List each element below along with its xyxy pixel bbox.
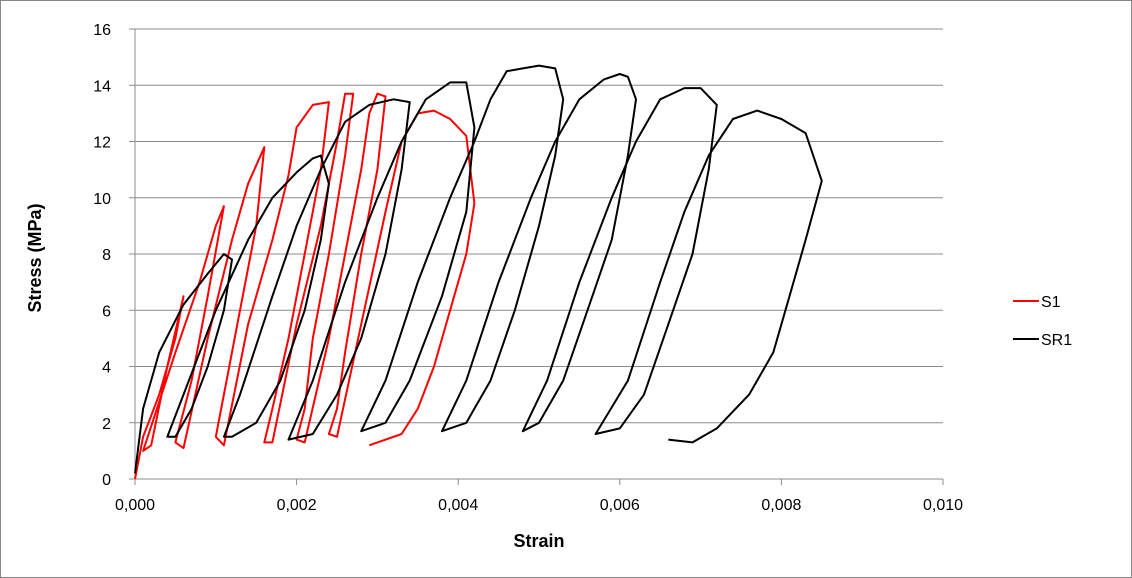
legend: S1 SR1 — [1013, 294, 1072, 349]
y-tick-label: 6 — [102, 303, 111, 320]
y-axis-title: Stress (MPa) — [25, 203, 45, 312]
y-tick-label: 16 — [93, 22, 111, 39]
x-axis-title: Strain — [513, 531, 564, 551]
gridlines — [135, 28, 943, 424]
y-tick-label: 2 — [102, 416, 111, 433]
axes — [129, 28, 944, 485]
series-layer — [134, 64, 823, 480]
x-tick-label: 0,004 — [438, 497, 478, 514]
y-tick-label: 12 — [93, 135, 111, 152]
x-tick-label: 0,008 — [761, 497, 801, 514]
y-tick-label: 10 — [93, 191, 111, 208]
y-tick-label: 0 — [102, 472, 111, 489]
y-tick-label: 8 — [102, 247, 111, 264]
y-tick-label: 4 — [102, 360, 111, 377]
y-tick-labels: 0 2 4 6 8 10 12 14 16 — [93, 22, 111, 489]
x-tick-label: 0,000 — [115, 497, 155, 514]
legend-label-s1: S1 — [1041, 294, 1061, 311]
x-tick-label: 0,002 — [277, 497, 317, 514]
x-tick-label: 0,010 — [923, 497, 963, 514]
series-line-s1 — [134, 92, 476, 480]
x-tick-label: 0,006 — [600, 497, 640, 514]
x-tick-labels: 0,000 0,002 0,004 0,006 0,008 0,010 — [115, 497, 963, 514]
legend-label-sr1: SR1 — [1041, 332, 1072, 349]
series-line-sr1 — [134, 64, 823, 474]
y-tick-label: 14 — [93, 78, 111, 95]
